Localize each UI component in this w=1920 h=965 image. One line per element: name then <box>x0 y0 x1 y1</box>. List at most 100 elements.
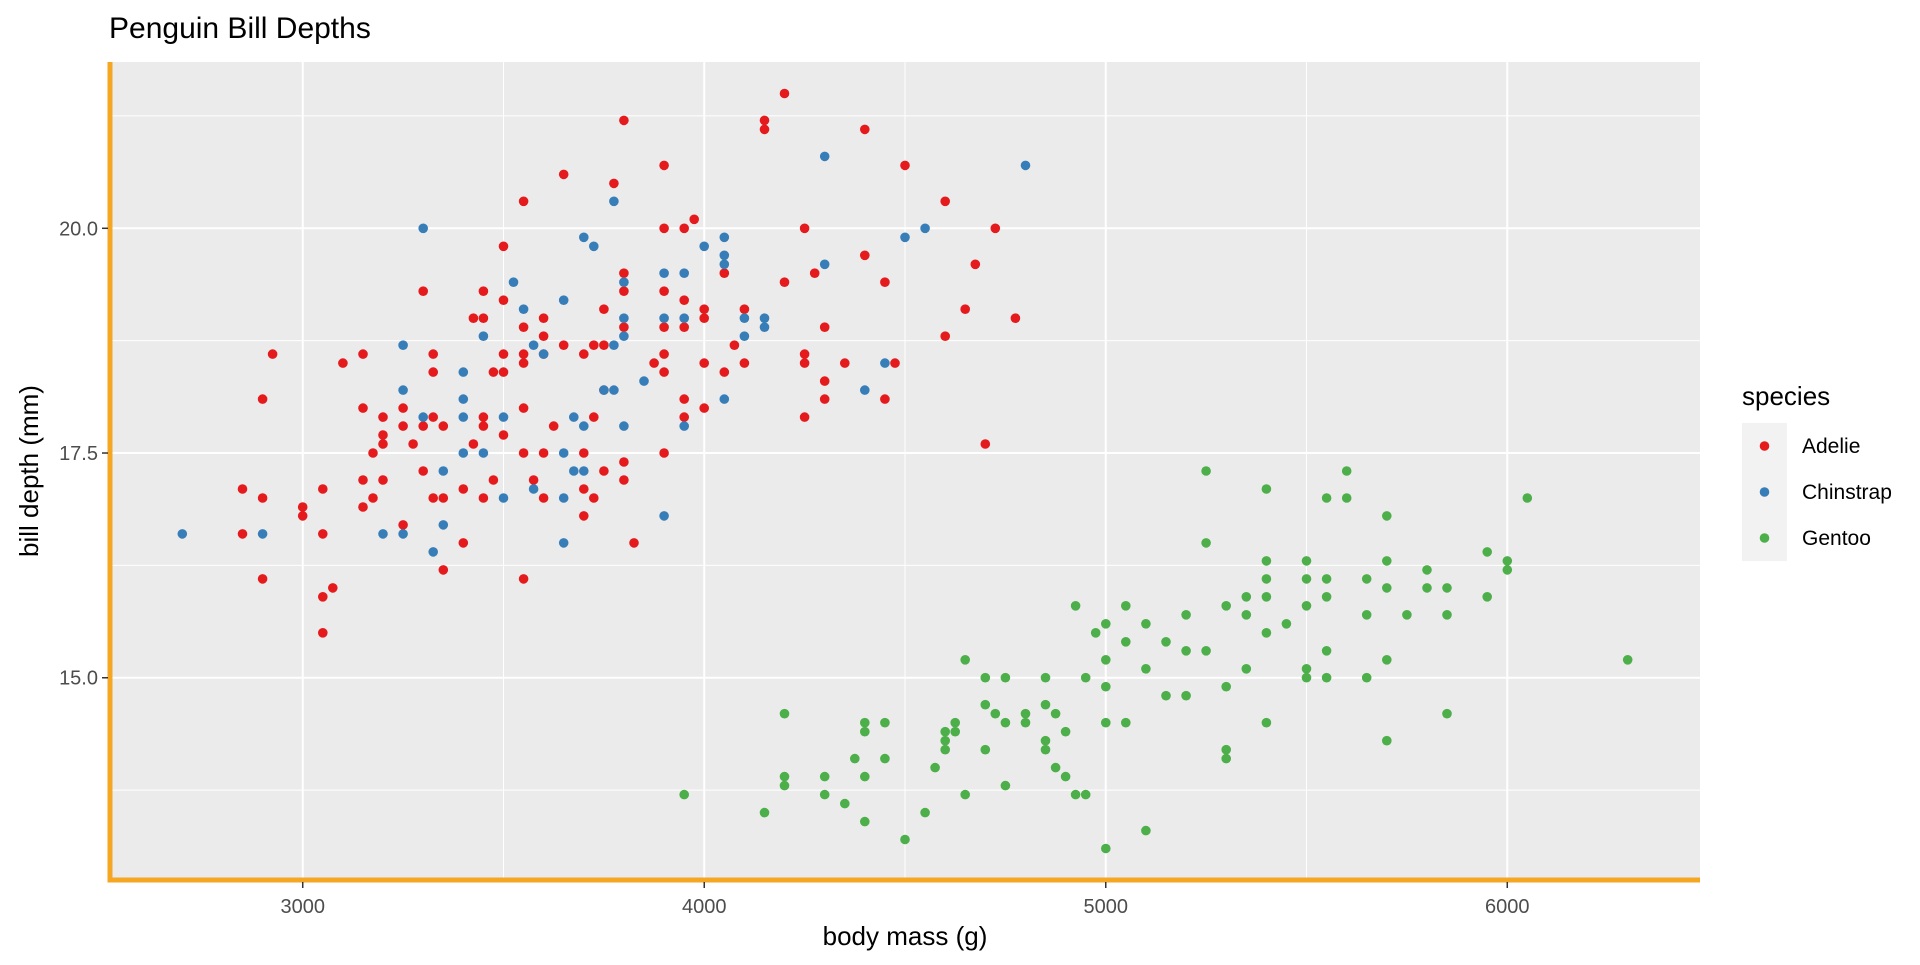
data-point <box>819 376 830 386</box>
data-point <box>619 331 629 342</box>
data-point <box>659 322 669 333</box>
data-point <box>679 789 689 800</box>
data-point <box>297 502 308 512</box>
data-point <box>358 403 368 413</box>
data-point <box>508 277 519 288</box>
data-point <box>458 412 469 422</box>
data-point <box>438 493 449 503</box>
data-point <box>619 286 629 297</box>
data-point <box>428 349 439 359</box>
data-point <box>799 358 810 368</box>
data-point <box>488 475 499 485</box>
data-point <box>438 421 449 431</box>
data-point <box>819 789 830 800</box>
data-point <box>930 762 940 773</box>
data-point <box>518 322 529 333</box>
data-point <box>338 358 348 368</box>
data-point <box>860 726 870 737</box>
legend-key <box>1759 441 1770 451</box>
data-point <box>699 241 709 252</box>
data-point <box>950 717 960 728</box>
data-point <box>619 115 629 126</box>
data-point <box>900 160 910 171</box>
data-point <box>860 816 870 827</box>
x-axis-ticks: 3000 4000 5000 6000 <box>280 882 1530 918</box>
data-point <box>1622 655 1633 665</box>
data-point <box>619 277 629 288</box>
data-point <box>267 349 278 359</box>
data-point <box>759 322 770 333</box>
data-point <box>498 430 509 440</box>
data-point <box>237 529 248 539</box>
data-point <box>1101 619 1111 629</box>
data-point <box>498 367 509 377</box>
data-point <box>1050 762 1061 773</box>
data-point <box>398 520 408 530</box>
data-point <box>1422 565 1432 575</box>
data-point <box>538 349 549 359</box>
data-point <box>739 331 750 342</box>
data-point <box>318 628 328 638</box>
data-point <box>1321 592 1332 602</box>
data-point <box>689 214 699 225</box>
data-point <box>398 340 408 351</box>
data-point <box>779 780 790 791</box>
data-point <box>1261 717 1272 728</box>
data-point <box>1101 717 1111 728</box>
data-point <box>498 493 509 503</box>
data-point <box>1181 646 1191 656</box>
data-point <box>1040 744 1051 755</box>
data-point <box>1281 619 1292 629</box>
data-point <box>609 178 619 189</box>
data-point <box>468 439 479 449</box>
data-point <box>1080 789 1091 800</box>
data-point <box>569 412 579 422</box>
data-point <box>378 475 388 485</box>
data-point <box>1301 664 1312 674</box>
data-point <box>880 753 890 764</box>
y-tick-label: 20.0 <box>59 218 98 240</box>
data-point <box>518 304 529 315</box>
data-point <box>1261 592 1272 602</box>
data-point <box>699 304 709 315</box>
data-point <box>980 699 991 710</box>
data-point <box>558 448 569 458</box>
data-point <box>619 475 629 485</box>
data-point <box>1201 538 1211 548</box>
data-point <box>1020 717 1031 728</box>
data-point <box>438 466 449 476</box>
data-point <box>759 807 770 818</box>
data-point <box>659 367 669 377</box>
data-point <box>950 726 960 737</box>
data-point <box>1301 556 1312 566</box>
data-point <box>920 807 930 818</box>
data-point <box>940 726 950 737</box>
data-point <box>900 834 910 845</box>
data-point <box>579 511 589 521</box>
data-point <box>1121 717 1131 728</box>
data-point <box>649 358 659 368</box>
x-tick-label: 4000 <box>682 896 727 918</box>
data-point <box>1000 780 1011 791</box>
data-point <box>318 529 328 539</box>
data-point <box>779 708 790 719</box>
data-point <box>1060 726 1071 737</box>
data-point <box>528 484 539 494</box>
data-point <box>177 529 188 539</box>
data-point <box>398 529 408 539</box>
data-point <box>1261 556 1272 566</box>
data-point <box>659 286 669 297</box>
data-point <box>328 583 338 593</box>
data-point <box>297 511 308 521</box>
data-point <box>1101 681 1111 692</box>
data-point <box>558 340 569 351</box>
data-point <box>679 394 689 404</box>
data-point <box>1141 825 1151 836</box>
data-point <box>1402 610 1412 620</box>
data-point <box>1161 637 1171 647</box>
data-point <box>799 349 810 359</box>
data-point <box>579 232 589 243</box>
data-point <box>518 349 529 359</box>
